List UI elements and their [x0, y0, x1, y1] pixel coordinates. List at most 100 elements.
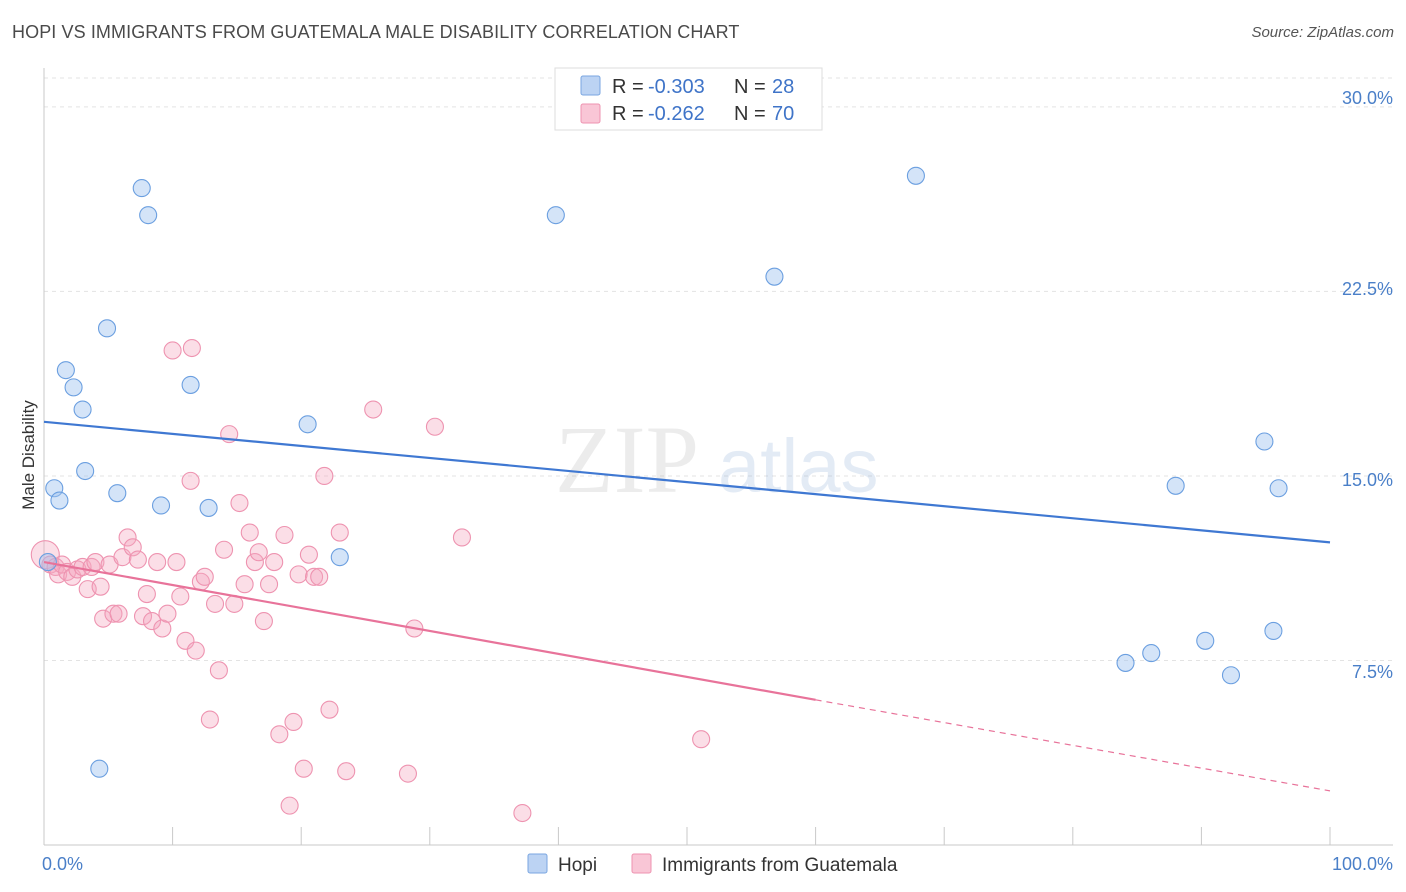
hopi-point[interactable]: [139, 206, 158, 225]
guatemala-point[interactable]: [692, 730, 711, 749]
hopi-point[interactable]: [181, 375, 200, 394]
guatemala-trend-line: [43, 560, 816, 701]
bottom-legend-swatch-hopi: [527, 853, 548, 874]
bottom-legend-swatch-guatemala: [631, 853, 652, 874]
guatemala-point[interactable]: [91, 577, 110, 596]
guatemala-point[interactable]: [240, 523, 259, 542]
guatemala-point[interactable]: [315, 466, 334, 486]
hopi-point[interactable]: [1255, 432, 1274, 451]
guatemala-point[interactable]: [133, 607, 153, 626]
guatemala-point[interactable]: [171, 587, 190, 606]
legend-box: R = -0.303 N = 28 R = -0.262 N = 70: [554, 67, 823, 131]
guatemala-point[interactable]: [320, 700, 339, 719]
guatemala-point[interactable]: [181, 471, 200, 490]
guatemala-point[interactable]: [398, 764, 417, 783]
hopi-points: [38, 166, 1288, 778]
hopi-point[interactable]: [546, 206, 565, 225]
guatemala-point[interactable]: [30, 540, 60, 570]
guatemala-point[interactable]: [305, 567, 324, 586]
y-tick-label: 22.5%: [1342, 279, 1393, 299]
legend-n-value-hopi: 28: [772, 76, 794, 98]
guatemala-point[interactable]: [209, 661, 228, 680]
hopi-point[interactable]: [76, 461, 95, 481]
guatemala-point[interactable]: [148, 553, 167, 572]
guatemala-trend-extension: [815, 699, 1331, 792]
guatemala-point[interactable]: [235, 575, 254, 594]
guatemala-point[interactable]: [294, 759, 313, 778]
guatemala-point[interactable]: [425, 417, 444, 436]
guatemala-point[interactable]: [270, 725, 289, 744]
axes: [43, 68, 1393, 846]
guatemala-point[interactable]: [254, 612, 273, 631]
guatemala-point[interactable]: [142, 612, 162, 631]
hopi-point[interactable]: [1264, 621, 1283, 641]
legend-n-label: N =: [734, 103, 766, 125]
guatemala-point[interactable]: [299, 545, 318, 564]
legend-r-label: R =: [612, 103, 644, 125]
watermark-atlas: atlas: [718, 424, 879, 509]
bottom-legend-label-guatemala: Immigrants from Guatemala: [662, 855, 898, 876]
hopi-point[interactable]: [73, 400, 92, 419]
watermark-zip: ZIP: [555, 406, 699, 513]
watermark: ZIP atlas: [555, 406, 879, 513]
x-tick-label-max: 100.0%: [1332, 854, 1393, 874]
hopi-point[interactable]: [132, 179, 151, 198]
guatemala-point[interactable]: [364, 400, 383, 419]
source-label: Source: ZipAtlas.com: [1251, 24, 1394, 41]
guatemala-point[interactable]: [280, 796, 299, 815]
hopi-point[interactable]: [108, 484, 127, 503]
gridlines: [44, 77, 1393, 661]
guatemala-point[interactable]: [186, 641, 205, 660]
guatemala-point[interactable]: [163, 341, 182, 360]
hopi-point[interactable]: [64, 378, 83, 397]
guatemala-point[interactable]: [195, 567, 214, 586]
guatemala-point[interactable]: [230, 493, 249, 513]
guatemala-point[interactable]: [182, 338, 201, 358]
legend-r-value-guatemala: -0.262: [648, 103, 705, 125]
legend-n-label: N =: [734, 76, 766, 98]
hopi-point[interactable]: [330, 548, 349, 567]
legend-r-value-hopi: -0.303: [648, 76, 705, 98]
hopi-point[interactable]: [1142, 644, 1161, 663]
hopi-point[interactable]: [1116, 653, 1135, 672]
bottom-legend-label-hopi: Hopi: [558, 855, 597, 876]
guatemala-point[interactable]: [259, 575, 279, 594]
guatemala-point[interactable]: [214, 540, 234, 559]
guatemala-point[interactable]: [158, 604, 177, 623]
guatemala-point[interactable]: [200, 710, 219, 729]
guatemala-point[interactable]: [284, 712, 303, 732]
hopi-point[interactable]: [50, 491, 69, 510]
guatemala-point[interactable]: [275, 525, 294, 545]
guatemala-point[interactable]: [452, 528, 472, 547]
guatemala-point[interactable]: [167, 553, 186, 572]
hopi-point[interactable]: [1269, 479, 1288, 498]
hopi-point[interactable]: [1196, 631, 1215, 650]
guatemala-point[interactable]: [249, 543, 268, 562]
guatemala-point[interactable]: [109, 604, 128, 623]
hopi-point[interactable]: [298, 415, 317, 434]
guatemala-point[interactable]: [128, 550, 147, 569]
hopi-point[interactable]: [199, 498, 218, 517]
y-tick-label: 15.0%: [1342, 470, 1393, 490]
guatemala-point[interactable]: [137, 584, 156, 604]
guatemala-point[interactable]: [310, 567, 329, 586]
guatemala-point[interactable]: [118, 528, 137, 547]
y-axis-label: Male Disability: [19, 400, 38, 510]
hopi-point[interactable]: [906, 166, 925, 185]
hopi-point[interactable]: [1221, 666, 1241, 685]
guatemala-point[interactable]: [104, 604, 123, 623]
guatemala-point[interactable]: [245, 553, 264, 572]
hopi-point[interactable]: [151, 496, 171, 515]
guatemala-point[interactable]: [337, 762, 356, 781]
guatemala-point[interactable]: [205, 594, 225, 613]
guatemala-point[interactable]: [330, 523, 349, 542]
hopi-point[interactable]: [765, 267, 784, 286]
hopi-point[interactable]: [90, 759, 109, 778]
hopi-point[interactable]: [97, 319, 117, 338]
hopi-point[interactable]: [1166, 476, 1185, 495]
guatemala-point[interactable]: [513, 803, 532, 823]
guatemala-point[interactable]: [265, 553, 284, 572]
guatemala-point[interactable]: [289, 565, 308, 584]
hopi-point[interactable]: [56, 361, 75, 380]
